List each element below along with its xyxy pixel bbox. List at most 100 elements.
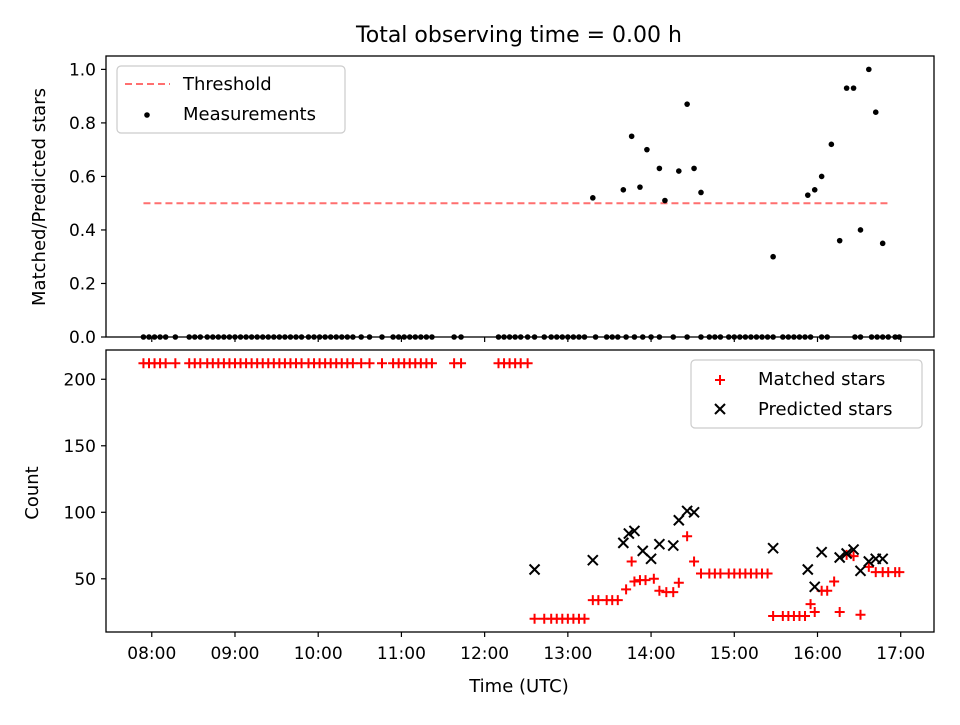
matched-star-point	[768, 611, 779, 622]
measurement-point	[872, 109, 879, 115]
predicted-star-point	[673, 514, 685, 526]
matched-star-point	[805, 599, 816, 610]
measurement-point	[770, 253, 776, 260]
measurement-point	[637, 184, 643, 190]
x-tick-label: 15:00	[710, 644, 759, 664]
measurement-point	[628, 133, 635, 140]
top-panel: Total observing time = 0.00 h Matched/Pr…	[29, 23, 935, 348]
x-tick-label: 08:00	[127, 644, 176, 664]
matched-star-point	[682, 531, 693, 542]
measurement-point	[804, 192, 811, 198]
legend-measurements-swatch	[144, 112, 150, 118]
measurement-point	[866, 66, 872, 73]
matched-star-point	[800, 611, 811, 622]
measurement-point	[698, 189, 704, 196]
matched-star-point	[160, 358, 171, 369]
matched-star-point	[629, 576, 640, 587]
matched-star-point	[377, 358, 387, 369]
top-y-tick-label: 0.4	[69, 221, 96, 241]
predicted-star-point	[617, 537, 630, 549]
predicted-star-point	[645, 553, 657, 565]
top-y-tick-label: 0.0	[69, 328, 96, 348]
matched-star-point	[809, 607, 820, 618]
matched-star-point	[529, 613, 540, 624]
x-tick-label: 13:00	[543, 644, 592, 664]
top-y-tick-label: 0.8	[69, 114, 96, 134]
predicted-star-point	[767, 542, 779, 554]
bottom-legend-box	[690, 359, 923, 429]
measurement-point	[691, 165, 697, 172]
bottom-plot-frame	[105, 349, 935, 633]
matched-star-point	[829, 576, 840, 587]
matched-star-point	[522, 358, 533, 369]
legend-matched-swatch	[715, 375, 725, 385]
matched-star-point	[426, 358, 437, 369]
matched-star-point	[621, 584, 632, 595]
matched-star-point	[648, 573, 659, 584]
legend-predicted-label: Predicted stars	[758, 399, 892, 420]
top-y-tick-label: 0.6	[69, 167, 96, 187]
matched-star-point	[855, 609, 866, 620]
matched-star-point	[170, 358, 181, 369]
matched-star-point	[640, 575, 651, 586]
legend-threshold-label: Threshold	[182, 74, 272, 95]
predicted-star-point	[863, 555, 875, 568]
measurement-point	[818, 173, 825, 180]
matched-star-point	[689, 556, 700, 567]
chart-title: Total observing time = 0.00 h	[355, 23, 682, 48]
measurement-point	[590, 195, 596, 201]
matched-star-point	[822, 585, 833, 596]
bottom-y-tick-label: 200	[64, 370, 96, 390]
bottom-axis-ticks: 50 100 150 200 08:00 09:00 10:00 11:00 12:00 13:0…	[64, 370, 926, 664]
predicted-star-point	[854, 565, 867, 577]
matched-star-point	[654, 585, 665, 596]
measurement-point	[620, 187, 627, 193]
top-legend-box	[116, 65, 346, 134]
legend-matched-label: Matched stars	[758, 369, 885, 390]
bottom-y-tick-label: 100	[64, 503, 96, 523]
predicted-star-point	[587, 554, 599, 566]
matched-star-point	[364, 358, 375, 369]
top-y-axis-label: Matched/Predicted stars	[29, 88, 50, 306]
top-legend: Threshold Measurements	[116, 65, 346, 134]
x-tick-label: 09:00	[210, 644, 259, 664]
top-y-tick-label: 1.0	[69, 60, 96, 80]
predicted-star-point	[653, 538, 666, 550]
measurement-point	[828, 141, 835, 148]
measurement-point	[879, 240, 886, 247]
top-y-ticks: 0.0 0.2 0.4 0.6 0.8 1.0	[69, 60, 902, 348]
predicted-star-point	[847, 543, 860, 556]
predicted-star-point	[623, 527, 635, 540]
x-tick-label: 11:00	[377, 644, 426, 664]
bottom-y-tick-label: 50	[74, 570, 96, 590]
matched-star-point	[626, 556, 637, 567]
matched-star-point	[612, 595, 623, 606]
matched-star-point	[834, 607, 845, 618]
bottom-y-tick-label: 150	[64, 437, 96, 457]
predicted-star-point	[876, 553, 889, 565]
predicted-star-point	[815, 546, 828, 558]
x-tick-label: 10:00	[294, 644, 343, 664]
bottom-legend: Matched stars Predicted stars	[690, 359, 923, 429]
measurement-point	[644, 146, 650, 153]
measurement-point	[656, 165, 663, 172]
measurement-point	[684, 101, 690, 107]
measurement-point	[662, 197, 668, 204]
predicted-star-point	[528, 563, 541, 576]
legend-measurements-label: Measurements	[183, 104, 316, 125]
bottom-y-axis-label: Count	[22, 466, 43, 519]
matched-star-point	[762, 568, 773, 579]
measurement-point	[843, 85, 850, 91]
measurement-point	[836, 237, 843, 244]
predicted-star-point	[667, 539, 679, 552]
predicted-star-point	[833, 551, 846, 564]
measurement-point	[857, 227, 864, 233]
bottom-panel: Count Time (UTC) 50 100 150 200 08:00 09:00 10…	[22, 349, 935, 697]
matched-star-point	[579, 613, 590, 624]
matched-star-point	[894, 567, 905, 578]
matched-star-point	[668, 587, 679, 598]
predicted-star-point	[628, 525, 641, 537]
x-tick-label: 16:00	[793, 644, 842, 664]
